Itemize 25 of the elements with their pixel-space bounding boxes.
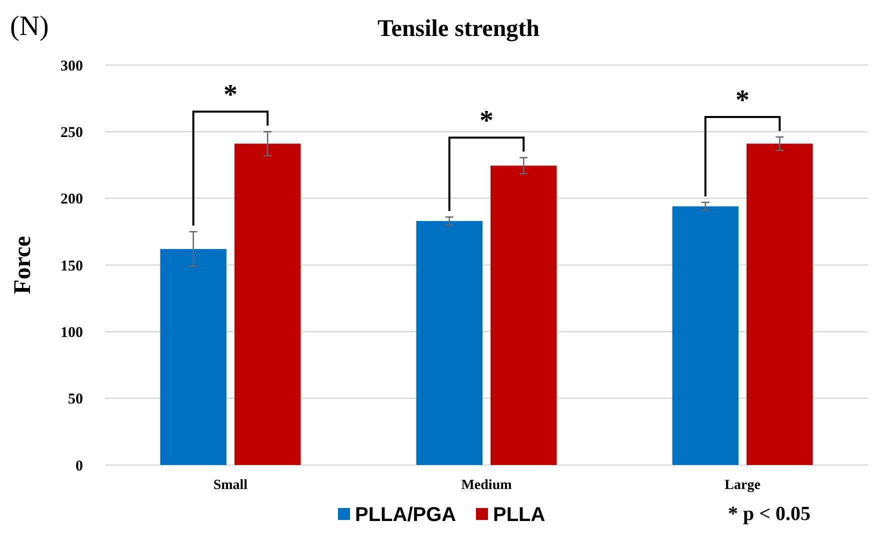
bar (746, 144, 813, 465)
y-tick-label: 50 (68, 392, 83, 408)
bar (160, 249, 226, 465)
legend-label: PLLA/PGA (355, 504, 456, 526)
y-tick-label: 100 (60, 324, 83, 341)
annotation: * (736, 85, 750, 116)
bar (416, 221, 482, 465)
bar (490, 166, 557, 465)
y-tick-label: 0 (76, 458, 83, 474)
chart-title: Tensile strength (377, 16, 540, 42)
y-tick-label: 200 (60, 192, 83, 208)
text: * p < 0.05 (728, 503, 811, 525)
annotation: * (480, 106, 494, 137)
x-tick-label: Medium (461, 478, 512, 493)
text: (N) (10, 11, 49, 42)
annotation: * (223, 80, 238, 111)
bar (672, 206, 739, 465)
y-axis-title: Force (10, 236, 36, 294)
y-tick-label: 150 (60, 258, 83, 274)
legend-label: PLLA (493, 504, 546, 526)
bar (234, 144, 301, 465)
x-tick-label: Small (213, 478, 248, 493)
y-tick-label: 300 (60, 58, 83, 74)
x-tick-label: Large (724, 478, 760, 493)
y-tick-label: 250 (60, 124, 83, 141)
